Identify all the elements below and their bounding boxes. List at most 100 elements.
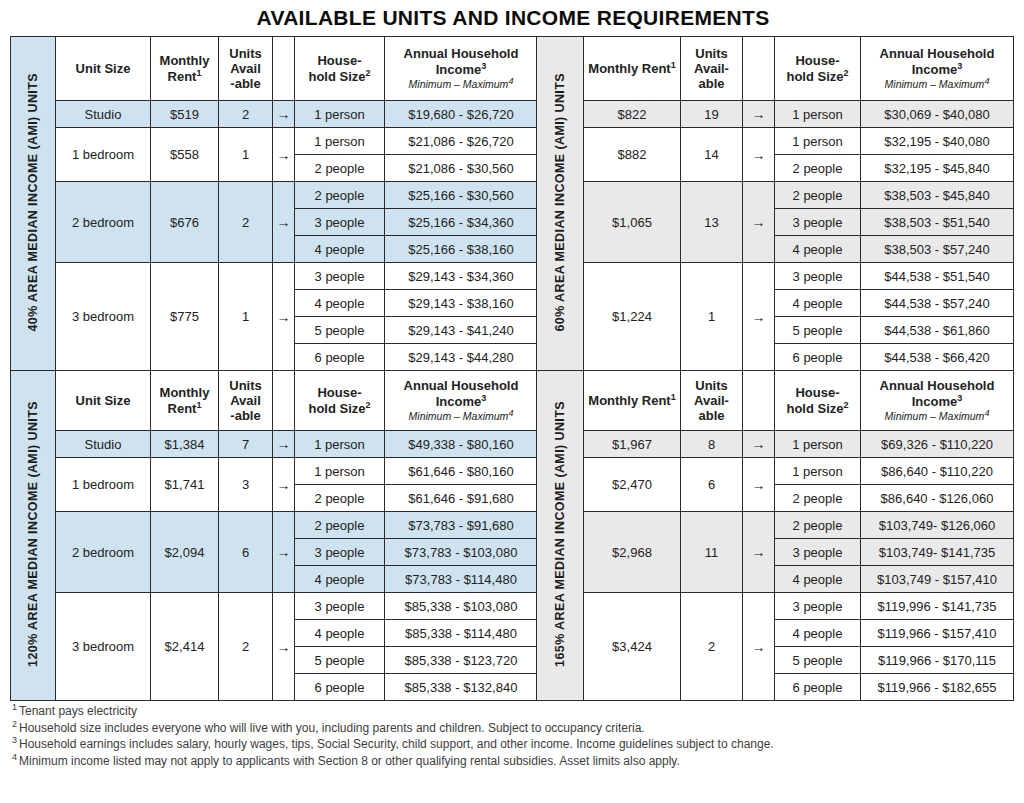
units-available-cell: 2: [219, 593, 273, 701]
household-size-cell: 3 people: [775, 539, 861, 566]
income-cell: $32,195 - $40,080: [861, 128, 1014, 155]
household-size-cell: 3 people: [295, 539, 385, 566]
monthly-rent-cell: $2,470: [584, 458, 681, 512]
table-ami-120: 120% AREA MEDIAN INCOME (AMI) UNITS Unit…: [10, 370, 538, 701]
income-cell: $30,069 - $40,080: [861, 101, 1014, 128]
arrow-column-header: [743, 371, 775, 431]
units-available-cell: 2: [219, 101, 273, 128]
income-cell: $103,749- $126,060: [861, 512, 1014, 539]
income-cell: $119,966 - $170,115: [861, 647, 1014, 674]
section-label-120: 120% AREA MEDIAN INCOME (AMI) UNITS: [11, 371, 56, 701]
household-size-cell: 2 people: [775, 155, 861, 182]
units-available-cell: 6: [219, 512, 273, 593]
monthly-rent-cell: $519: [151, 101, 219, 128]
units-available-cell: 14: [681, 128, 743, 182]
monthly-rent-cell: $822: [584, 101, 681, 128]
arrow-column-header: [273, 371, 295, 431]
arrow-right-icon: →: [273, 263, 295, 371]
income-cell: $38,503 - $57,240: [861, 236, 1014, 263]
household-size-cell: 2 people: [775, 182, 861, 209]
household-size-cell: 3 people: [775, 263, 861, 290]
household-size-cell: 6 people: [775, 674, 861, 701]
arrow-right-icon: →: [743, 593, 775, 701]
footnotes: 1Tenant pays electricity 2Household size…: [12, 704, 1016, 769]
household-size-cell: 1 person: [295, 101, 385, 128]
household-size-cell: 4 people: [775, 620, 861, 647]
income-cell: $29,143 - $34,360: [385, 263, 538, 290]
units-available-cell: 1: [219, 128, 273, 182]
unit-size-header: Unit Size: [56, 37, 151, 101]
arrow-right-icon: →: [273, 593, 295, 701]
unit-size-cell: 3 bedroom: [56, 263, 151, 371]
income-cell: $119,996 - $141,735: [861, 593, 1014, 620]
household-size-cell: 2 people: [295, 155, 385, 182]
income-cell: $44,538 - $61,860: [861, 317, 1014, 344]
arrow-column-header: [273, 37, 295, 101]
arrow-right-icon: →: [743, 431, 775, 458]
monthly-rent-cell: $2,414: [151, 593, 219, 701]
household-size-cell: 1 person: [295, 128, 385, 155]
arrow-right-icon: →: [743, 101, 775, 128]
income-cell: $44,538 - $57,240: [861, 290, 1014, 317]
income-cell: $103,749 - $157,410: [861, 566, 1014, 593]
arrow-right-icon: →: [743, 512, 775, 593]
units-available-cell: 1: [681, 263, 743, 371]
units-available-cell: 11: [681, 512, 743, 593]
monthly-rent-cell: $676: [151, 182, 219, 263]
income-cell: $85,338 - $132,840: [385, 674, 538, 701]
household-size-cell: 1 person: [775, 458, 861, 485]
income-cell: $69,326 - $110,220: [861, 431, 1014, 458]
arrow-right-icon: →: [273, 101, 295, 128]
income-cell: $49,338 - $80,160: [385, 431, 538, 458]
monthly-rent-cell: $1,384: [151, 431, 219, 458]
units-available-header: UnitsAvail-able: [681, 37, 743, 101]
income-cell: $85,338 - $114,480: [385, 620, 538, 647]
units-available-cell: 8: [681, 431, 743, 458]
income-cell: $19,680 - $26,720: [385, 101, 538, 128]
household-size-cell: 1 person: [295, 458, 385, 485]
household-size-cell: 4 people: [295, 620, 385, 647]
income-header: Annual HouseholdIncome3Minimum – Maximum…: [861, 37, 1014, 101]
household-size-cell: 5 people: [295, 647, 385, 674]
household-size-header: House-hold Size2: [775, 371, 861, 431]
income-cell: $85,338 - $123,720: [385, 647, 538, 674]
household-size-cell: 4 people: [295, 236, 385, 263]
income-cell: $38,503 - $51,540: [861, 209, 1014, 236]
arrow-right-icon: →: [743, 128, 775, 182]
units-income-grid: 40% AREA MEDIAN INCOME (AMI) UNITS Unit …: [10, 36, 1016, 701]
household-size-cell: 1 person: [775, 128, 861, 155]
household-size-cell: 5 people: [295, 317, 385, 344]
household-size-cell: 3 people: [775, 593, 861, 620]
household-size-cell: 1 person: [775, 101, 861, 128]
unit-size-header: Unit Size: [56, 371, 151, 431]
monthly-rent-header: Monthly Rent1: [584, 371, 681, 431]
income-cell: $25,166 - $30,560: [385, 182, 538, 209]
monthly-rent-cell: $1,224: [584, 263, 681, 371]
household-size-cell: 2 people: [775, 512, 861, 539]
household-size-header: House-hold Size2: [295, 371, 385, 431]
arrow-right-icon: →: [273, 512, 295, 593]
household-size-cell: 6 people: [295, 344, 385, 371]
monthly-rent-header: Monthly Rent1: [151, 37, 219, 101]
monthly-rent-header: Monthly Rent1: [151, 371, 219, 431]
monthly-rent-cell: $882: [584, 128, 681, 182]
arrow-column-header: [743, 37, 775, 101]
household-size-cell: 2 people: [295, 512, 385, 539]
household-size-cell: 5 people: [775, 317, 861, 344]
household-size-header: House-hold Size2: [775, 37, 861, 101]
income-cell: $61,646 - $91,680: [385, 485, 538, 512]
income-header: Annual HouseholdIncome3Minimum – Maximum…: [385, 371, 538, 431]
household-size-cell: 2 people: [295, 182, 385, 209]
household-size-cell: 4 people: [775, 290, 861, 317]
page-title: AVAILABLE UNITS AND INCOME REQUIREMENTS: [10, 6, 1016, 30]
household-size-cell: 5 people: [775, 647, 861, 674]
household-size-cell: 1 person: [775, 431, 861, 458]
arrow-right-icon: →: [273, 128, 295, 182]
unit-size-cell: 3 bedroom: [56, 593, 151, 701]
household-size-header: House-hold Size2: [295, 37, 385, 101]
monthly-rent-cell: $1,741: [151, 458, 219, 512]
monthly-rent-cell: $1,967: [584, 431, 681, 458]
table-ami-60: 60% AREA MEDIAN INCOME (AMI) UNITS Month…: [536, 36, 1014, 371]
income-cell: $86,640 - $126,060: [861, 485, 1014, 512]
unit-size-cell: 1 bedroom: [56, 458, 151, 512]
